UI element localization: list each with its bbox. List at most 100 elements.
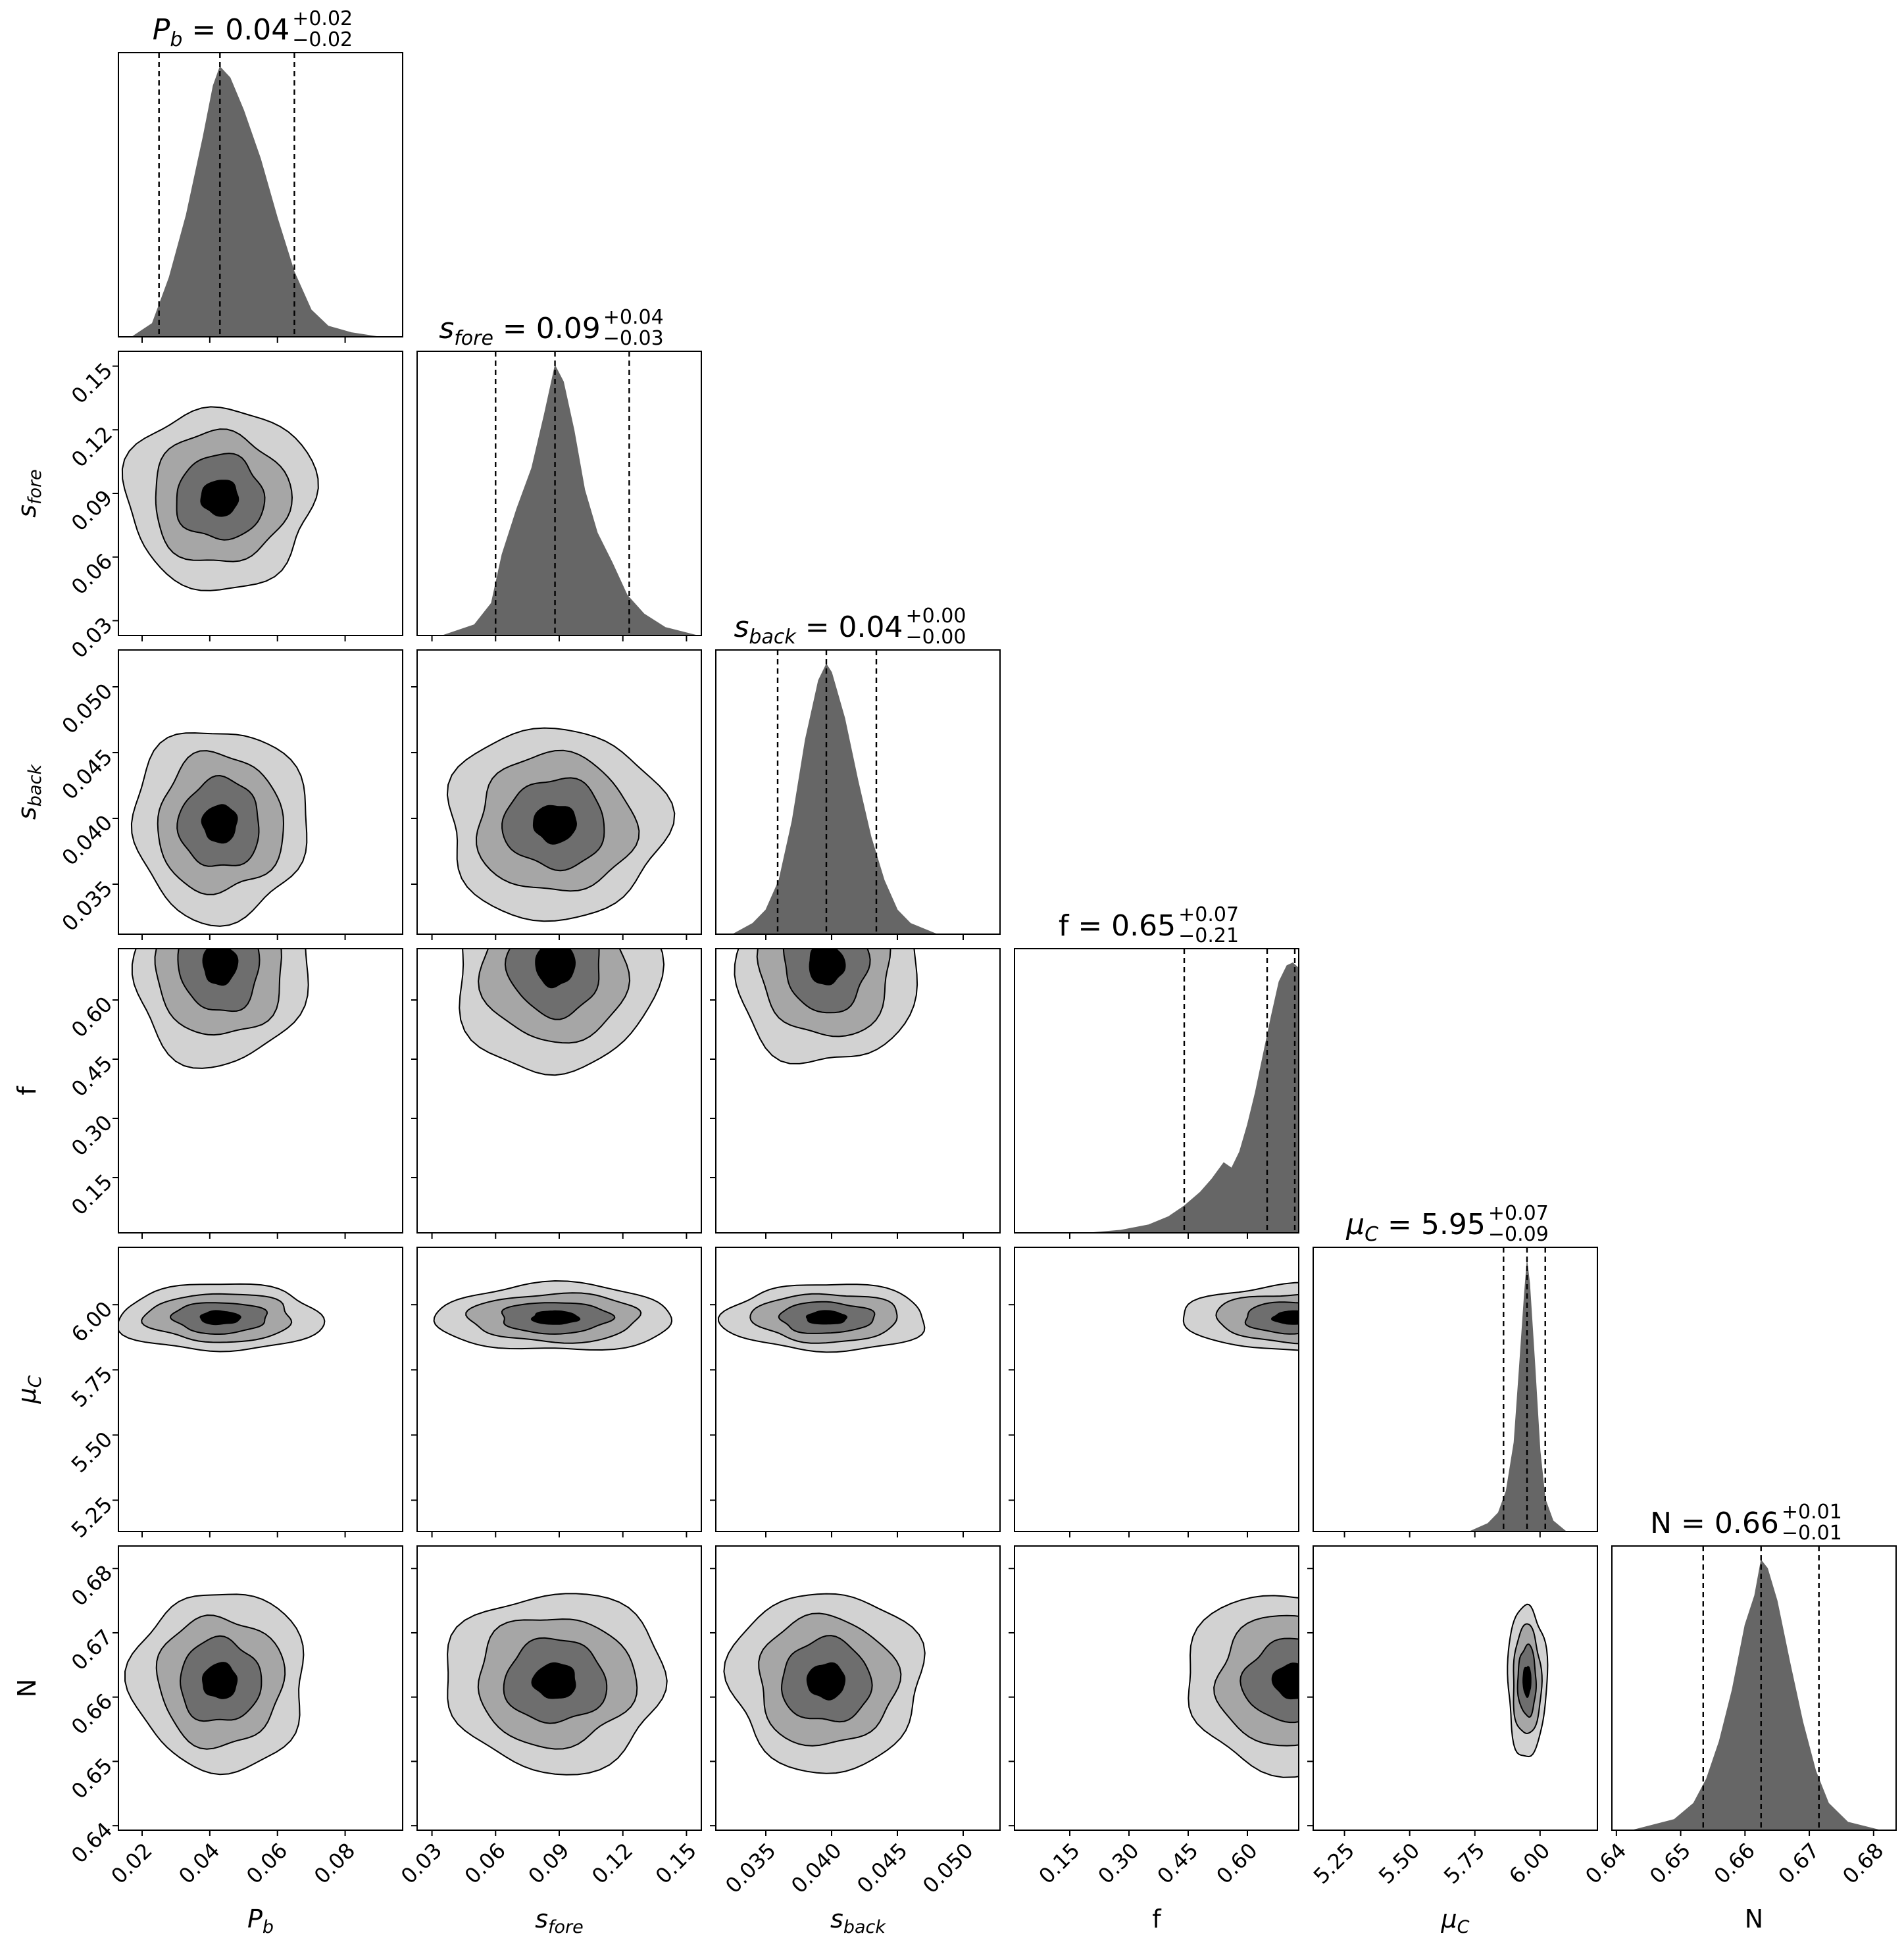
axis-label-Pb: Pb <box>247 1905 274 1937</box>
panel-sback-sfore <box>411 649 702 940</box>
title-minus-muC: −0.09 <box>1488 1223 1549 1246</box>
panel-frame <box>118 1247 403 1532</box>
panel-sback-sback <box>715 649 1001 940</box>
contour-sback-Pb <box>130 732 308 927</box>
y-tick-label-N: 0.68 <box>66 1560 117 1610</box>
x-tick-label-sback: 0.040 <box>786 1838 847 1899</box>
panel-frame <box>715 649 1001 935</box>
y-tick-label-sfore: 0.15 <box>66 358 117 409</box>
axis-label-sback: sback <box>830 1905 886 1937</box>
x-tick-label-sfore: 0.03 <box>396 1838 447 1889</box>
contour-muC-f <box>1182 1282 1299 1351</box>
histogram-area-f <box>1089 962 1299 1233</box>
y-tick-label-muC: 5.75 <box>66 1362 117 1412</box>
panel-frame <box>1313 1545 1598 1831</box>
y-tick-label-muC: 6.00 <box>66 1296 117 1347</box>
title-sback: sback = 0.04 +0.00−0.00 <box>734 605 966 649</box>
contour-level-peak <box>200 480 239 517</box>
panel-sfore-sfore <box>416 351 702 641</box>
panel-frame <box>715 948 1001 1234</box>
axis-label-N: N <box>1745 1905 1763 1933</box>
contour-level-peak <box>202 949 239 986</box>
axis-label-sfore: sfore <box>13 469 45 518</box>
x-tick-label-f: 0.15 <box>1034 1838 1084 1889</box>
panel-frame <box>715 1545 1001 1831</box>
panel-frame <box>1014 948 1299 1234</box>
panel-N-muC <box>1307 1545 1598 1836</box>
y-tick-label-f: 0.15 <box>66 1169 117 1220</box>
title-f: f = 0.65 +0.07−0.21 <box>1059 903 1239 947</box>
histogram-N <box>1632 1546 1880 1830</box>
contour-level-peak <box>201 1662 238 1699</box>
axis-label-f: f <box>1152 1905 1162 1933</box>
contour-f-sfore <box>459 949 665 1076</box>
x-tick-label-muC: 5.50 <box>1374 1838 1424 1889</box>
contour-muC-sback <box>717 1284 926 1353</box>
contour-level-peak <box>1271 1662 1299 1700</box>
panel-frame <box>1014 1247 1299 1532</box>
title-plus-sfore: +0.04 <box>603 306 664 329</box>
x-tick-label-muC: 6.00 <box>1504 1838 1555 1889</box>
x-tick-label-Pb: 0.04 <box>174 1838 224 1889</box>
y-tick-label-N: 0.65 <box>66 1753 117 1804</box>
title-plus-muC: +0.07 <box>1488 1202 1549 1225</box>
histogram-area-Pb <box>131 66 380 337</box>
panel-frame <box>118 1545 403 1831</box>
contour-level-peak <box>1522 1666 1532 1698</box>
contour-level-peak <box>201 804 238 844</box>
contour-N-sback <box>723 1593 926 1774</box>
panel-f-f <box>1014 948 1299 1239</box>
y-tick-label-sfore: 0.12 <box>66 422 117 472</box>
panel-N-Pb <box>113 1545 403 1836</box>
y-tick-label-sfore: 0.06 <box>66 549 117 599</box>
x-tick-label-f: 0.45 <box>1152 1838 1203 1889</box>
panel-frame <box>118 948 403 1234</box>
contour-level-third <box>1240 1637 1299 1724</box>
title-minus-sback: −0.00 <box>906 626 966 649</box>
y-tick-label-N: 0.66 <box>66 1689 117 1739</box>
title-main-muC: μC = 5.95 <box>1345 1208 1486 1246</box>
title-N: N = 0.66 +0.01−0.01 <box>1650 1501 1842 1545</box>
panel-frame <box>118 649 403 935</box>
panel-f-sfore <box>411 948 702 1239</box>
axis-label-sfore: sfore <box>535 1905 584 1937</box>
axis-label-f: f <box>13 1085 41 1095</box>
x-tick-label-sfore: 0.15 <box>651 1838 701 1889</box>
y-tick-label-sback: 0.040 <box>57 810 117 870</box>
contour-N-muC <box>1507 1603 1549 1758</box>
histogram-muC <box>1469 1247 1567 1532</box>
y-tick-label-N: 0.64 <box>66 1817 117 1868</box>
title-minus-f: −0.21 <box>1178 924 1239 947</box>
axis-label-muC: μC <box>13 1375 45 1404</box>
histogram-sback <box>732 650 938 934</box>
contour-f-sback <box>734 949 918 1064</box>
histogram-area-sback <box>732 663 938 934</box>
y-tick-label-sfore: 0.03 <box>66 612 117 663</box>
title-main-Pb: Pb = 0.04 <box>153 13 289 51</box>
contour-N-Pb <box>124 1593 305 1776</box>
x-tick-label-N: 0.64 <box>1580 1838 1631 1889</box>
title-minus-sfore: −0.03 <box>603 327 664 350</box>
contour-level-peak <box>806 1662 846 1701</box>
contour-N-f <box>1188 1595 1299 1778</box>
y-tick-label-f: 0.45 <box>66 1051 117 1101</box>
contour-N-sfore <box>447 1593 668 1776</box>
y-tick-label-sback: 0.050 <box>57 678 117 739</box>
title-plus-N: +0.01 <box>1782 1501 1842 1524</box>
contour-level-peak <box>809 949 846 985</box>
contour-level-peak <box>199 1310 241 1326</box>
x-tick-label-sback: 0.050 <box>918 1838 978 1899</box>
title-plus-f: +0.07 <box>1178 903 1239 926</box>
panel-f-Pb <box>113 948 403 1239</box>
title-Pb: Pb = 0.04 +0.02−0.02 <box>153 7 353 51</box>
axis-label-muC: μC <box>1440 1905 1469 1937</box>
x-tick-label-N: 0.66 <box>1709 1838 1760 1889</box>
histogram-f <box>1089 949 1299 1233</box>
x-tick-label-N: 0.67 <box>1773 1838 1824 1889</box>
x-tick-label-Pb: 0.08 <box>309 1838 360 1889</box>
y-tick-label-sback: 0.045 <box>57 744 117 805</box>
x-tick-label-muC: 5.75 <box>1439 1838 1490 1889</box>
title-main-N: N = 0.66 <box>1650 1507 1779 1540</box>
y-tick-label-f: 0.60 <box>66 991 117 1042</box>
